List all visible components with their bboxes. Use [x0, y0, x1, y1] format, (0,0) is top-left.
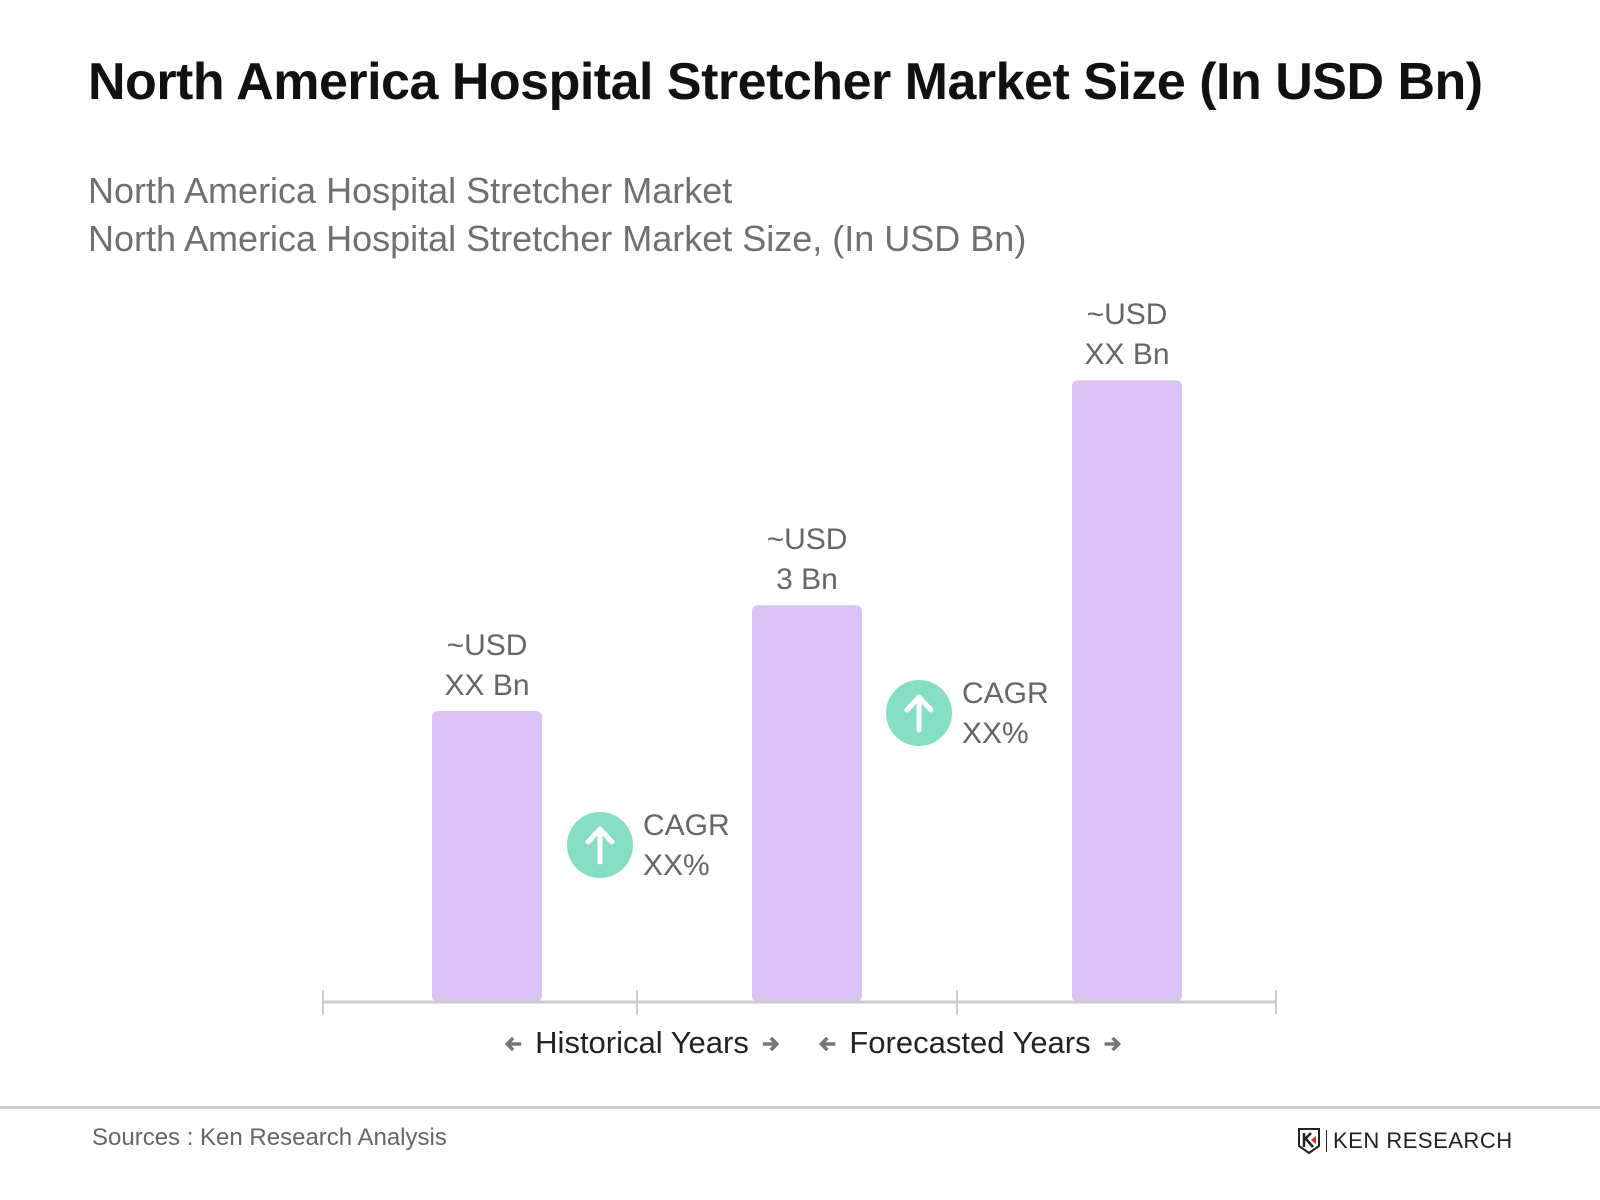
sources-text: Sources : Ken Research Analysis — [92, 1124, 447, 1151]
bar-label-2-line1: ~USD — [767, 523, 848, 556]
arrow-right-icon — [762, 1036, 780, 1052]
x-segment-label-1: Historical Years — [535, 1025, 749, 1060]
arrow-up-icon — [585, 826, 615, 865]
ken-research-logo-icon — [1298, 1128, 1320, 1154]
bar-1 — [432, 710, 542, 1002]
bar-label-2-line2: 3 Bn — [776, 563, 838, 596]
bar-chart: ~USD XX Bn ~USD 3 Bn ~USD XX Bn CAGR XX% CAGR XX%… — [322, 298, 1277, 1060]
cagr-label-1-line1: CAGR — [643, 809, 730, 842]
x-segment-label-2: Forecasted Years — [849, 1025, 1090, 1060]
bar-3 — [1072, 380, 1182, 1002]
bar-label-1-line2: XX Bn — [444, 669, 529, 702]
subtitle-line-2: North America Hospital Stretcher Market … — [88, 218, 1027, 259]
bar-label-3-line2: XX Bn — [1084, 338, 1169, 371]
ken-research-logo: KEN RESEARCH — [1298, 1128, 1513, 1154]
subtitle-line-1: North America Hospital Stretcher Market — [88, 170, 733, 211]
cagr-label-2-line2: XX% — [962, 717, 1029, 750]
arrow-up-icon — [904, 694, 934, 733]
cagr-label-2-line1: CAGR — [962, 677, 1049, 710]
arrow-left-icon — [818, 1036, 836, 1052]
bar-label-1-line1: ~USD — [447, 629, 528, 662]
arrow-right-icon — [1104, 1036, 1122, 1052]
cagr-label-1-line2: XX% — [643, 849, 710, 882]
bar-2 — [752, 605, 862, 1002]
chart-title: North America Hospital Stretcher Market … — [88, 53, 1483, 111]
footer-divider — [0, 1106, 1600, 1109]
logo-text: KEN RESEARCH — [1333, 1128, 1513, 1153]
arrow-left-icon — [504, 1036, 522, 1052]
bar-label-3-line1: ~USD — [1087, 298, 1168, 331]
